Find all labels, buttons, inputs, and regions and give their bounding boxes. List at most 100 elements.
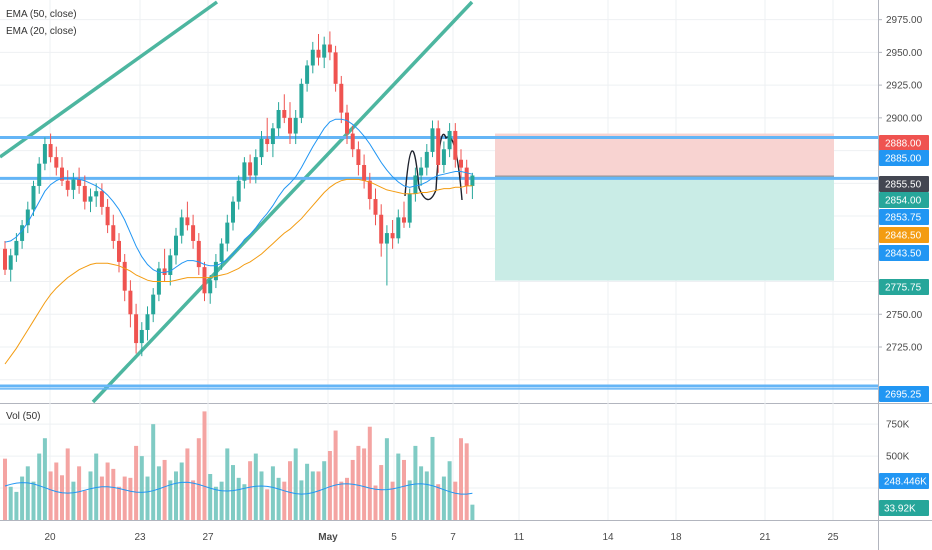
candle-body (145, 314, 150, 330)
volume-bar (265, 489, 270, 520)
time-tick-label: 20 (44, 532, 56, 543)
trend-lines[interactable] (0, 0, 474, 404)
volume-bar (60, 475, 64, 520)
volume-bar (447, 461, 452, 520)
price-label-box (879, 245, 929, 261)
volume-bar (48, 471, 53, 520)
candle-body (42, 144, 47, 164)
price-tick-label: 2975.00 (886, 15, 923, 26)
volume-bar (3, 458, 7, 520)
volume-bar (122, 476, 127, 520)
time-axis[interactable]: 20 23 27 May 5 7 11 14 18 21 25 (44, 532, 839, 543)
candle-body (259, 138, 264, 158)
volume-bar (94, 453, 99, 520)
ema20-line (4, 118, 473, 273)
volume-bar (253, 453, 258, 520)
volume-bar (202, 411, 207, 520)
candle-body (242, 162, 247, 181)
volume-bar (71, 481, 76, 520)
volume-label-text: 248.446K (884, 477, 927, 488)
price-label-text: 2854.00 (885, 196, 922, 207)
candle-body (37, 163, 42, 186)
volume-tick-label: 500K (886, 452, 910, 463)
time-tick-label: 21 (759, 532, 771, 543)
volume-bar (350, 459, 355, 520)
volume-bar (379, 465, 384, 520)
volume-bar (191, 480, 196, 520)
legend-ema20[interactable]: EMA (20, close) (6, 26, 77, 37)
candle-body (208, 280, 213, 294)
volume-bar (390, 481, 395, 520)
volume-label-text: 33.92K (884, 504, 916, 515)
volume-bar (288, 461, 292, 520)
candle-body (339, 83, 344, 113)
candle-body (105, 206, 110, 226)
volume-bar (162, 459, 167, 520)
volume-bar (117, 486, 121, 520)
price-label-text: 2848.50 (885, 231, 922, 242)
candle-body (436, 128, 441, 165)
volume-bar (424, 471, 429, 520)
volume-axis[interactable]: 750K 500K 248.446K 33.92K (879, 420, 929, 516)
candle-body (373, 199, 378, 215)
time-tick-label: 5 (391, 532, 397, 543)
candle-body (288, 117, 292, 134)
candle-body (117, 240, 121, 262)
volume-bar (310, 471, 315, 520)
candle-body (282, 109, 287, 118)
price-label-box (879, 135, 929, 151)
price-axis[interactable]: 2975.00 2950.00 2925.00 2900.00 2750.00 2725.… (878, 15, 929, 402)
candle-body (419, 167, 424, 176)
volume-bar (327, 451, 332, 520)
candle-body (14, 240, 19, 256)
candle-body (407, 193, 412, 223)
price-label-box (879, 386, 929, 402)
candle-body (345, 112, 349, 134)
candle-body (25, 209, 30, 226)
candle-body (202, 267, 207, 294)
price-tick-label: 2725.00 (886, 343, 923, 354)
candle-body (424, 151, 429, 168)
volume-bar (99, 476, 104, 520)
candle-body (396, 217, 401, 239)
candle-body (390, 233, 395, 239)
candle-body (270, 128, 275, 145)
candle-body (367, 180, 372, 200)
volume-bar (419, 466, 424, 520)
price-label-text: 2888.00 (885, 139, 922, 150)
volume-bar (276, 477, 281, 520)
price-label-tag: 2843.50 (879, 245, 929, 261)
candle-body (134, 314, 139, 344)
volume-label-box (879, 500, 929, 516)
candle-body (168, 255, 173, 275)
candle-body (213, 261, 218, 281)
volume-bar (373, 485, 378, 520)
volume-bar (8, 486, 13, 520)
volume-bar (77, 466, 82, 520)
price-tick-label: 2925.00 (886, 81, 923, 92)
price-label-tag: 2848.50 (879, 227, 929, 243)
volume-ma-line (4, 481, 473, 495)
legend-ema50[interactable]: EMA (50, close) (6, 9, 77, 20)
candle-body (48, 144, 53, 158)
volume-bar (384, 438, 389, 520)
price-tick-label: 2750.00 (886, 310, 923, 321)
volume-bar (219, 481, 224, 520)
candle-body (413, 175, 418, 194)
candle-body (71, 179, 76, 190)
legend-volume[interactable]: Vol (50) (6, 411, 41, 422)
price-label-text: 2695.25 (885, 390, 922, 401)
time-tick-label: 27 (202, 532, 214, 543)
candle-body (111, 225, 116, 241)
candle-body (253, 157, 258, 176)
candle-body (185, 217, 190, 226)
price-label-tag: 2775.75 (879, 279, 929, 295)
time-tick-label: 25 (827, 532, 839, 543)
position-zone[interactable] (495, 133, 834, 281)
candle-body (122, 261, 127, 291)
volume-bar (134, 445, 139, 520)
volume-bar (88, 471, 93, 520)
candle-body (276, 109, 281, 129)
volume-bar (270, 466, 275, 520)
